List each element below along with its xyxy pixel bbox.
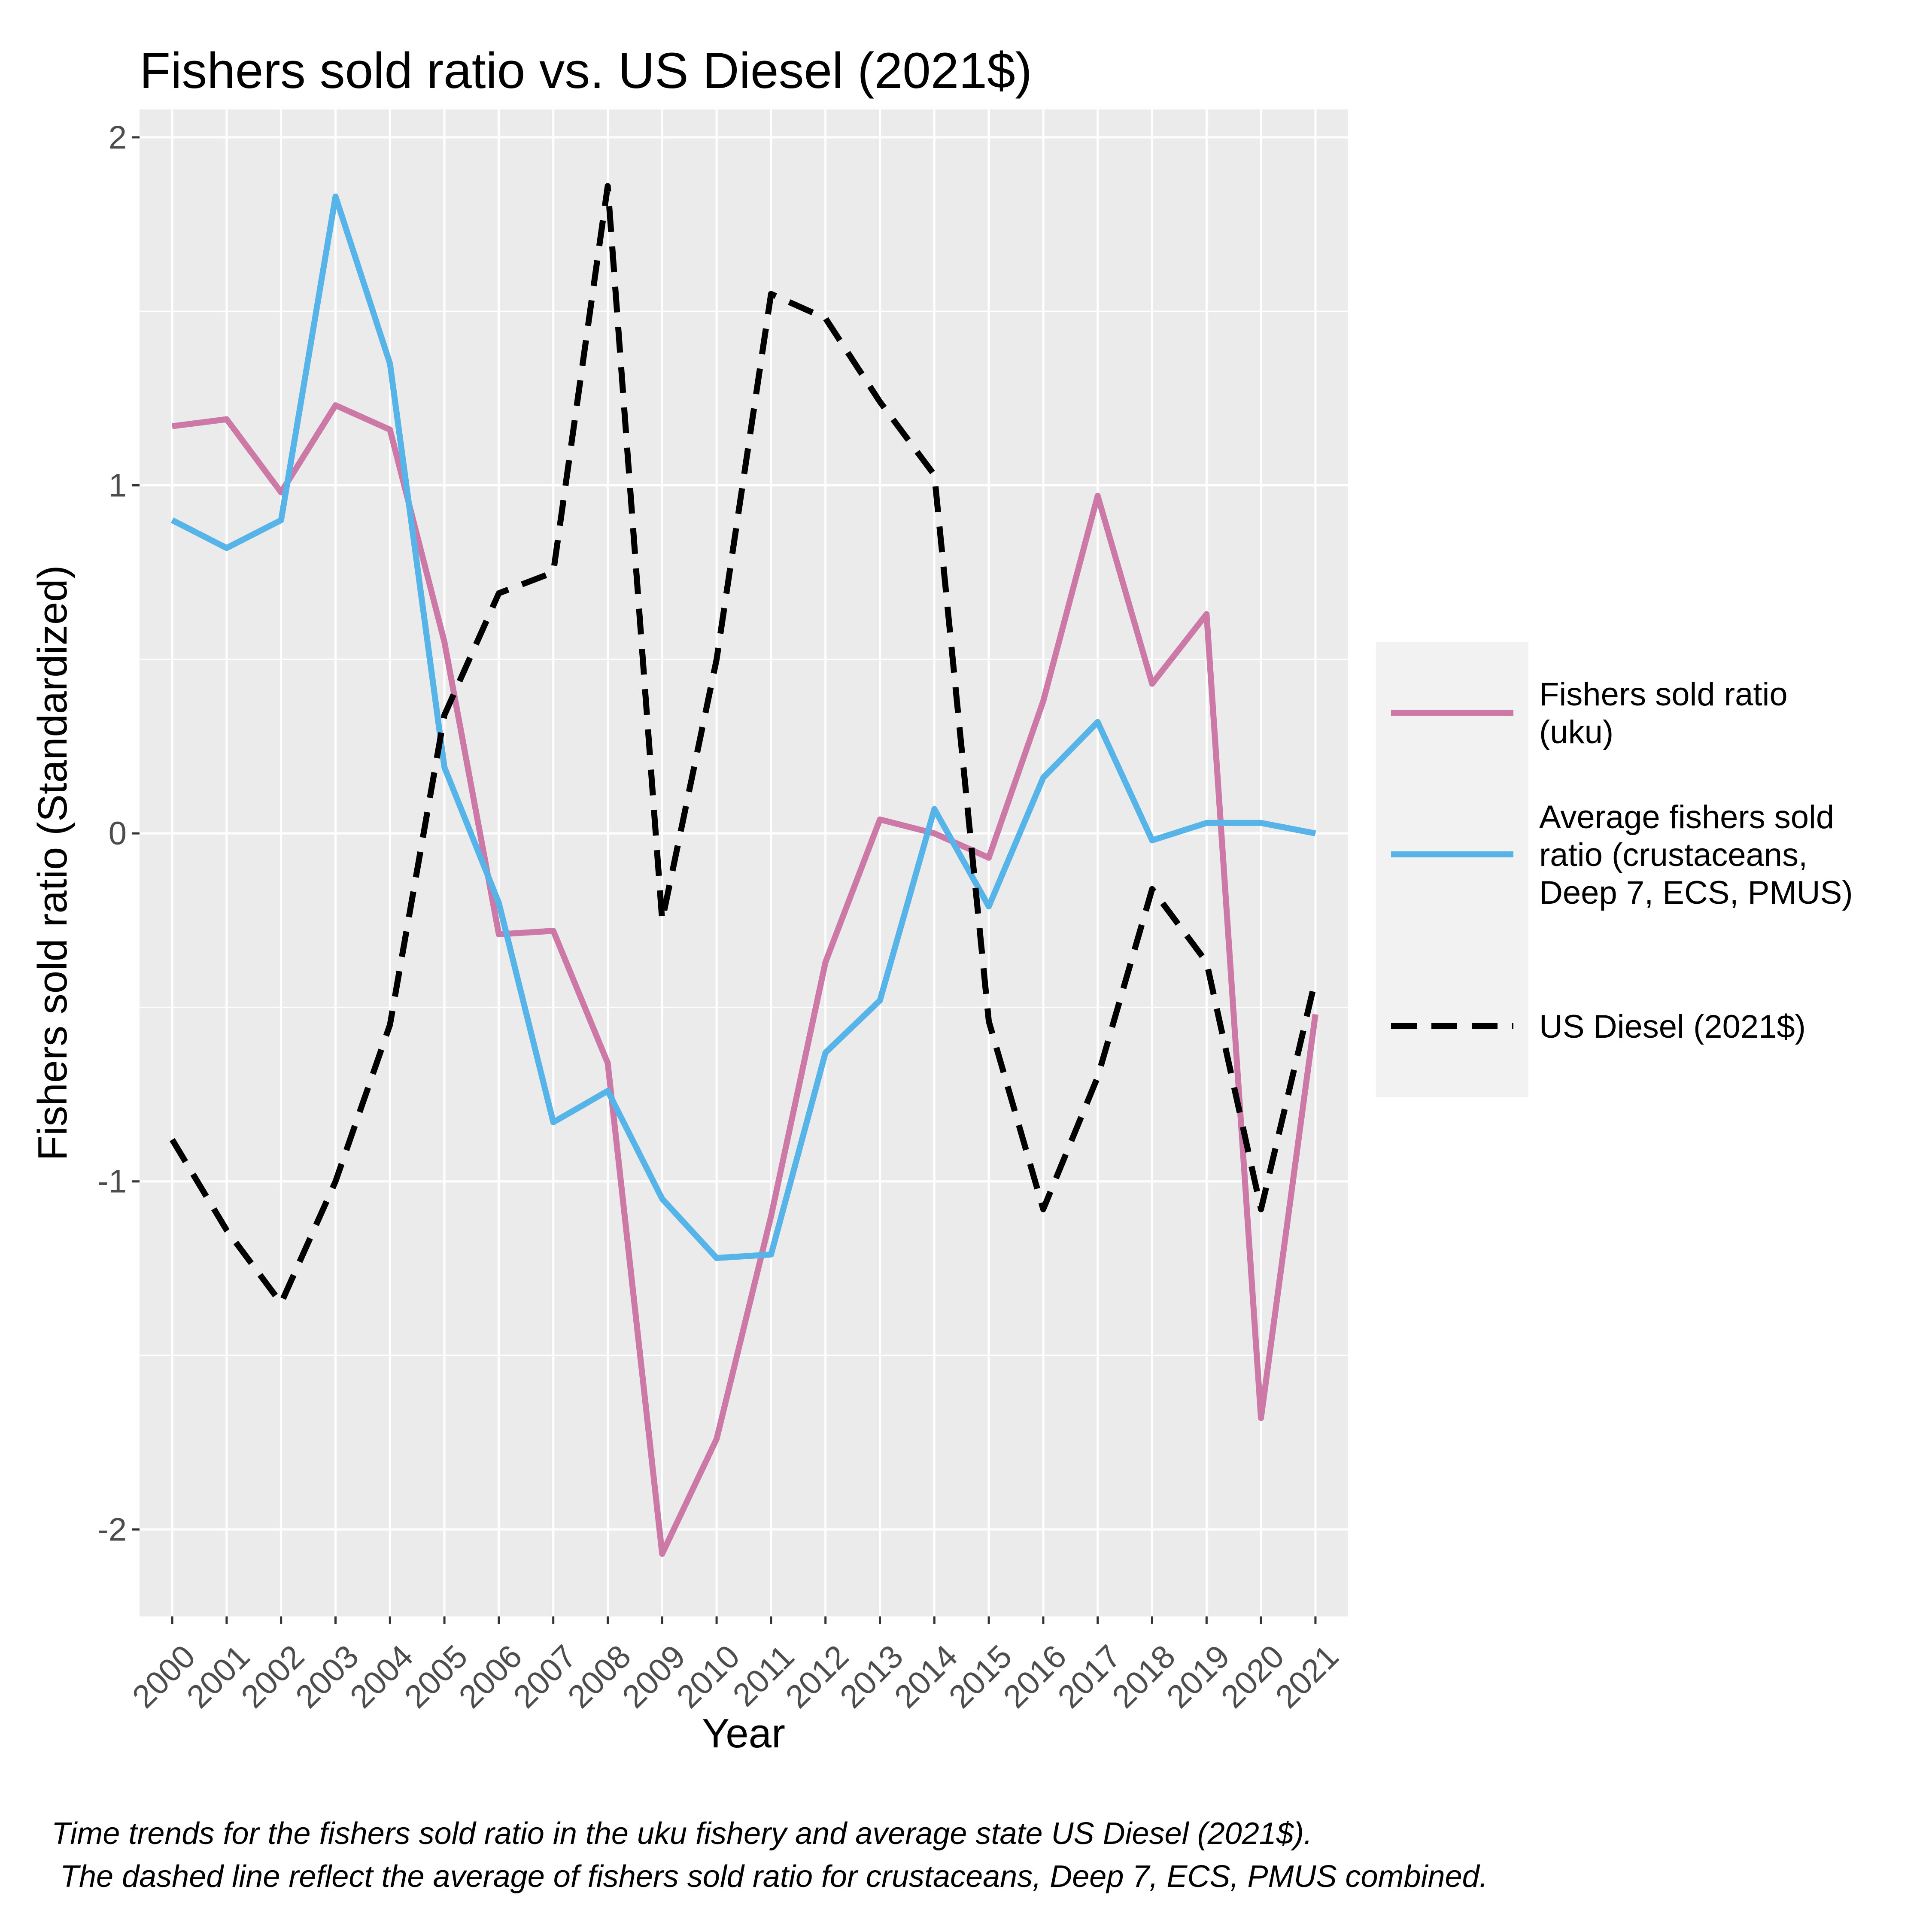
x-axis-title: Year: [702, 1710, 785, 1756]
y-tick-label: -2: [97, 1511, 127, 1548]
legend-label-line: Average fishers sold: [1539, 799, 1834, 835]
series-line-2: [170, 193, 1316, 1261]
y-tick-label: 1: [109, 467, 127, 504]
legend-label-2: Average fishers sold ratio (crustaceans, D…: [1539, 799, 1853, 911]
x-tick-label: 2002: [234, 1638, 312, 1715]
chart-title: Fishers sold ratio vs. US Diesel (2021$): [140, 43, 1032, 99]
legend-label-line: US Diesel (2021$): [1539, 1009, 1806, 1045]
x-tick-label: 2012: [779, 1638, 856, 1715]
x-tick-label: 2005: [398, 1638, 475, 1715]
x-tick-label: 2018: [1105, 1638, 1182, 1715]
major-gridlines: [140, 109, 1348, 1616]
x-axis: 2000200120022003200420052006200720082009…: [125, 1616, 1346, 1715]
y-tick-label: 2: [109, 119, 127, 156]
series-layer: [170, 183, 1318, 1557]
x-tick-label: 2008: [561, 1638, 638, 1715]
x-tick-label: 2014: [887, 1638, 965, 1715]
x-tick-label: 2021: [1269, 1638, 1346, 1715]
legend-label-line: (uku): [1539, 714, 1613, 750]
x-tick-label: 2000: [125, 1638, 203, 1715]
x-tick-label: 2016: [996, 1638, 1074, 1715]
x-tick-label: 2019: [1160, 1638, 1237, 1715]
x-tick-label: 2017: [1051, 1638, 1128, 1715]
legend-label-line: Fishers sold ratio: [1539, 676, 1788, 713]
x-tick-label: 2006: [452, 1638, 529, 1715]
x-tick-label: 2001: [180, 1638, 257, 1715]
legend-label-line: ratio (crustaceans,: [1539, 837, 1807, 873]
plot-panel: [140, 109, 1348, 1616]
x-tick-label: 2013: [833, 1638, 910, 1715]
x-tick-label: 2007: [507, 1638, 584, 1715]
figure-caption-line-1: Time trends for the fishers sold ratio i…: [52, 1817, 1312, 1851]
series-line-3: [170, 183, 1318, 1306]
legend-background: [1376, 642, 1528, 1097]
y-axis-title: Fishers sold ratio (Standardized): [30, 565, 76, 1160]
y-axis: -2 -1 0 1 2: [97, 119, 140, 1548]
x-tick-label: 2009: [615, 1638, 693, 1715]
legend-label-1: Fishers sold ratio (uku): [1539, 676, 1788, 750]
x-tick-label: 2004: [343, 1638, 420, 1715]
legend-label-3: US Diesel (2021$): [1539, 1009, 1806, 1045]
y-tick-label: 0: [109, 815, 127, 852]
figure-caption-line-2: The dashed line reflect the average of f…: [52, 1859, 1488, 1894]
legend: Fishers sold ratio (uku) Average fishers s…: [1376, 642, 1853, 1097]
series-line-1: [172, 402, 1318, 1557]
x-tick-label: 2015: [942, 1638, 1019, 1715]
legend-label-line: Deep 7, ECS, PMUS): [1539, 875, 1853, 911]
x-tick-label: 2010: [670, 1638, 747, 1715]
x-tick-label: 2003: [289, 1638, 366, 1715]
x-tick-label: 2011: [726, 1638, 802, 1713]
minor-gridlines: [140, 310, 1348, 1356]
y-tick-label: -1: [97, 1163, 127, 1200]
x-tick-label: 2020: [1214, 1638, 1291, 1715]
